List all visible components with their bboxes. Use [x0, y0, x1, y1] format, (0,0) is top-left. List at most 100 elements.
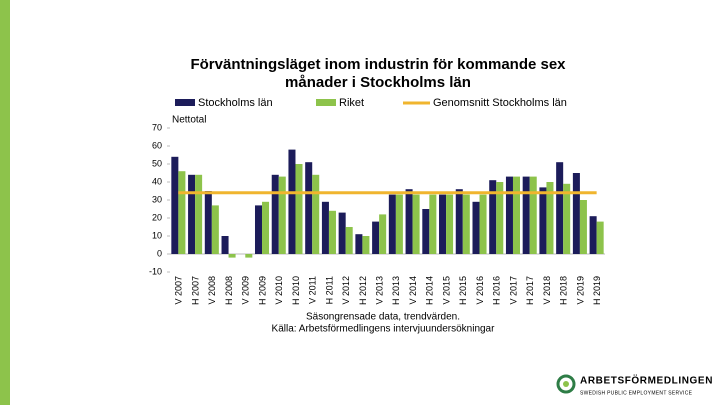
x-tick-label: V 2010: [274, 276, 284, 305]
chart-title: månader i Stockholms län: [285, 74, 471, 91]
logo-name: ARBETSFÖRMEDLINGEN: [580, 374, 713, 387]
bar: [211, 205, 219, 254]
y-tick-label: 10: [152, 230, 162, 240]
logo: ARBETSFÖRMEDLINGEN SWEDISH PUBLIC EMPLOY…: [556, 374, 713, 396]
y-tick-label: -10: [149, 266, 162, 276]
x-tick-label: V 2017: [508, 276, 518, 305]
legend-label: Stockholms län: [198, 97, 273, 109]
y-tick-label: 30: [152, 194, 162, 204]
bar: [204, 191, 212, 254]
x-tick-label: V 2014: [408, 276, 418, 305]
bar: [379, 214, 387, 254]
y-tick-label: 50: [152, 158, 162, 168]
legend-swatch: [175, 99, 195, 106]
bar: [245, 254, 253, 258]
y-tick-label: 40: [152, 176, 162, 186]
x-tick-label: V 2013: [375, 276, 385, 305]
x-tick-label: V 2019: [575, 276, 585, 305]
bar: [422, 209, 430, 254]
x-tick-label: H 2010: [291, 276, 301, 305]
bar: [439, 194, 447, 254]
x-tick-label: V 2011: [308, 276, 318, 304]
x-tick-label: H 2017: [525, 276, 535, 305]
bar: [446, 194, 454, 254]
side-stripe: [0, 0, 10, 405]
legend-swatch: [316, 99, 336, 106]
y-tick-label: 20: [152, 212, 162, 222]
x-tick-label: H 2011: [324, 276, 334, 304]
bar: [472, 201, 480, 254]
bar: [178, 171, 186, 254]
bar: [572, 173, 580, 254]
bar: [345, 227, 353, 254]
bar: [455, 189, 463, 254]
bar: [429, 194, 437, 254]
bar: [221, 236, 229, 254]
bar: [579, 200, 587, 254]
bar: [489, 180, 497, 254]
bar: [312, 174, 320, 254]
bar: [288, 149, 296, 254]
x-tick-label: H 2012: [358, 276, 368, 305]
bar: [563, 183, 571, 254]
bar: [228, 254, 236, 258]
bar: [195, 174, 203, 254]
y-axis-label: Nettotal: [172, 115, 206, 126]
bar: [512, 176, 521, 254]
x-tick-label: V 2012: [341, 276, 351, 305]
bar: [372, 221, 380, 254]
bar: [539, 187, 547, 254]
x-tick-label: V 2008: [207, 276, 217, 305]
bar: [405, 189, 413, 254]
x-tick-label: H 2015: [458, 276, 468, 305]
bar: [589, 216, 597, 254]
logo-dot: [563, 381, 569, 387]
y-tick-label: 0: [157, 248, 162, 258]
bar: [305, 162, 313, 254]
x-tick-label: V 2016: [475, 276, 485, 305]
bar: [546, 182, 554, 254]
legend-label: Riket: [339, 97, 364, 109]
x-tick-label: H 2019: [592, 276, 602, 305]
x-tick-label: H 2014: [425, 276, 435, 305]
bar: [505, 176, 513, 254]
bar: [395, 194, 403, 254]
bar: [362, 236, 370, 254]
x-tick-label: V 2018: [542, 276, 552, 305]
note: Säsongrensade data, trendvärden.: [306, 312, 460, 323]
bar: [171, 156, 179, 254]
bar: [188, 174, 196, 254]
bar: [271, 174, 279, 254]
x-tick-label: H 2009: [257, 276, 267, 305]
bar: [479, 194, 487, 254]
logo-tagline: SWEDISH PUBLIC EMPLOYMENT SERVICE: [580, 390, 693, 396]
x-tick-label: H 2013: [391, 276, 401, 305]
x-tick-label: H 2008: [224, 276, 234, 305]
note: Källa: Arbetsförmedlingens intervjuunder…: [272, 324, 496, 335]
x-tick-label: V 2015: [441, 276, 451, 305]
bar: [496, 182, 504, 254]
bar: [529, 176, 537, 254]
logo-ring: [556, 374, 576, 394]
bar: [556, 162, 564, 254]
bar: [338, 212, 346, 254]
x-tick-label: H 2016: [492, 276, 502, 305]
x-tick-label: V 2009: [241, 276, 251, 305]
bar: [388, 194, 396, 254]
y-tick-label: 70: [152, 122, 162, 132]
bar: [254, 205, 263, 254]
bar: [522, 176, 530, 254]
bar: [412, 194, 420, 254]
bar: [355, 234, 363, 254]
bar: [462, 194, 470, 254]
bar: [321, 201, 329, 254]
x-tick-label: V 2007: [174, 276, 184, 305]
chart-title: Förväntningsläget inom industrin för kom…: [190, 56, 566, 73]
legend-label: Genomsnitt Stockholms län: [433, 97, 567, 109]
bar: [328, 210, 336, 254]
y-tick-label: 60: [152, 140, 162, 150]
bar: [262, 201, 270, 254]
bar: [295, 164, 303, 254]
x-tick-label: H 2018: [559, 276, 569, 305]
